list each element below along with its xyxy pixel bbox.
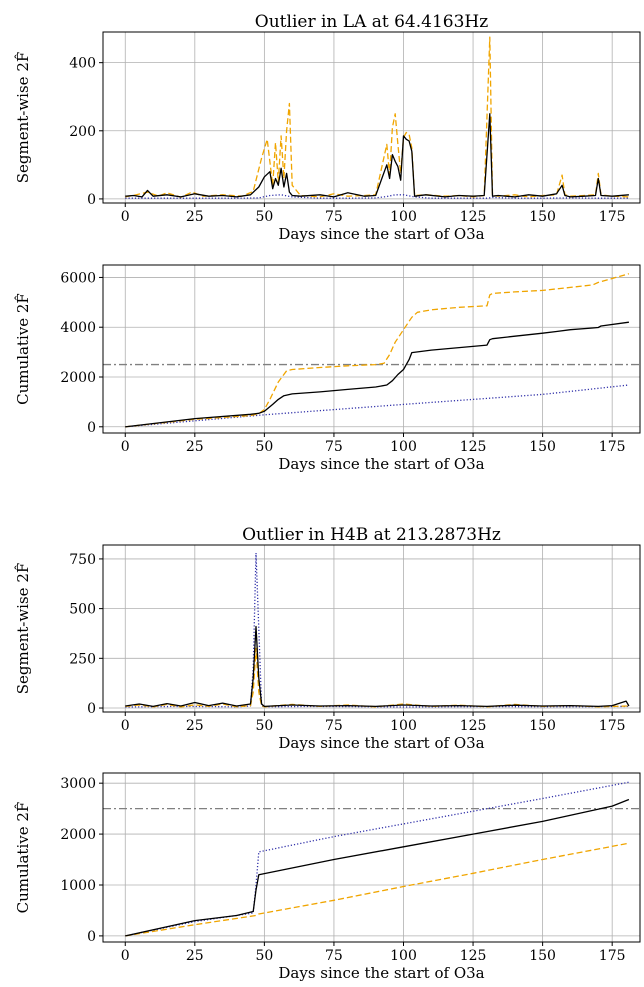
y-tick-label: 200 [69, 124, 96, 140]
x-tick-label: 25 [186, 948, 204, 964]
x-tick-label: 125 [460, 948, 487, 964]
x-tick-label: 125 [460, 439, 487, 455]
y-tick-label: 0 [87, 929, 96, 945]
y-tick-label: 0 [87, 192, 96, 208]
x-tick-label: 75 [325, 718, 343, 734]
series-line-solid [125, 625, 630, 708]
chart-panel-h4b_segment: 0 25 50 75 100 125 150 175 0 250 500 750 Days since … [14, 525, 641, 752]
series-line-solid [125, 113, 629, 198]
y-axis-label: Segment-wise 2F̂ [14, 52, 32, 184]
y-tick-label: 2000 [60, 827, 96, 843]
x-tick-label: 50 [255, 209, 273, 225]
x-tick-label: 150 [529, 948, 556, 964]
series-line-dotted [125, 552, 629, 708]
x-tick-label: 100 [390, 439, 417, 455]
x-tick-label: 75 [325, 209, 343, 225]
y-tick-label: 0 [87, 701, 96, 717]
x-tick-label: 175 [599, 439, 626, 455]
series-line-solid [125, 321, 629, 428]
x-tick-label: 175 [599, 209, 626, 225]
x-tick-label: 0 [121, 209, 130, 225]
series-line-dotted [125, 384, 629, 428]
x-axis-label: Days since the start of O3a [278, 964, 484, 982]
x-tick-label: 75 [325, 948, 343, 964]
chart-panel-h4b_cumulative: 0 25 50 75 100 125 150 175 0 1000 2000 3000 Days sin… [14, 772, 641, 982]
x-tick-label: 100 [390, 948, 417, 964]
y-tick-label: 250 [69, 651, 96, 667]
x-tick-label: 175 [599, 718, 626, 734]
series-line-dotted [125, 781, 630, 937]
x-tick-label: 150 [529, 209, 556, 225]
x-tick-label: 25 [186, 209, 204, 225]
plot-frame [102, 772, 641, 943]
y-tick-label: 750 [69, 552, 96, 568]
y-tick-label: 3000 [60, 776, 96, 792]
x-tick-label: 100 [390, 209, 417, 225]
series-line-dotted [125, 194, 629, 199]
x-tick-label: 25 [186, 718, 204, 734]
y-axis-label: Segment-wise 2F̂ [14, 563, 32, 695]
x-tick-label: 125 [460, 718, 487, 734]
chart-title: Outlier in H4B at 213.2873Hz [242, 525, 501, 545]
x-tick-label: 75 [325, 439, 343, 455]
chart-panel-la_cumulative: 0 25 50 75 100 125 150 175 0 2000 4000 6000 Days sin… [14, 264, 641, 473]
x-tick-label: 150 [529, 439, 556, 455]
y-tick-label: 0 [87, 420, 96, 436]
chart-panel-la_segment: 0 25 50 75 100 125 150 175 0 200 400 Days since the… [14, 12, 641, 243]
y-tick-label: 400 [69, 56, 96, 72]
x-tick-label: 100 [390, 718, 417, 734]
x-tick-label: 0 [121, 439, 130, 455]
x-tick-label: 50 [255, 718, 273, 734]
plot-frame [102, 544, 641, 713]
plot-frame [102, 31, 641, 204]
series-line-dashed [125, 842, 630, 937]
x-axis-label: Days since the start of O3a [278, 734, 484, 752]
y-axis-label: Cumulative 2F̂ [14, 802, 32, 914]
x-tick-label: 125 [460, 209, 487, 225]
series-line-dashed [125, 36, 629, 198]
y-tick-label: 6000 [60, 270, 96, 286]
y-tick-label: 2000 [60, 370, 96, 386]
x-tick-label: 150 [529, 718, 556, 734]
x-tick-label: 25 [186, 439, 204, 455]
y-axis-label: Cumulative 2F̂ [14, 293, 32, 405]
x-tick-label: 50 [255, 439, 273, 455]
y-tick-label: 500 [69, 602, 96, 618]
chart-title: Outlier in LA at 64.4163Hz [255, 12, 488, 32]
x-tick-label: 0 [121, 718, 130, 734]
x-tick-label: 175 [599, 948, 626, 964]
series-line-dashed [125, 647, 629, 708]
y-tick-label: 1000 [60, 878, 96, 894]
x-axis-label: Days since the start of O3a [278, 225, 484, 243]
x-tick-label: 0 [121, 948, 130, 964]
x-axis-label: Days since the start of O3a [278, 455, 484, 473]
series-line-solid [125, 798, 630, 937]
x-tick-label: 50 [255, 948, 273, 964]
y-tick-label: 4000 [60, 320, 96, 336]
plot-frame [102, 264, 641, 434]
series-line-dashed [125, 273, 630, 428]
